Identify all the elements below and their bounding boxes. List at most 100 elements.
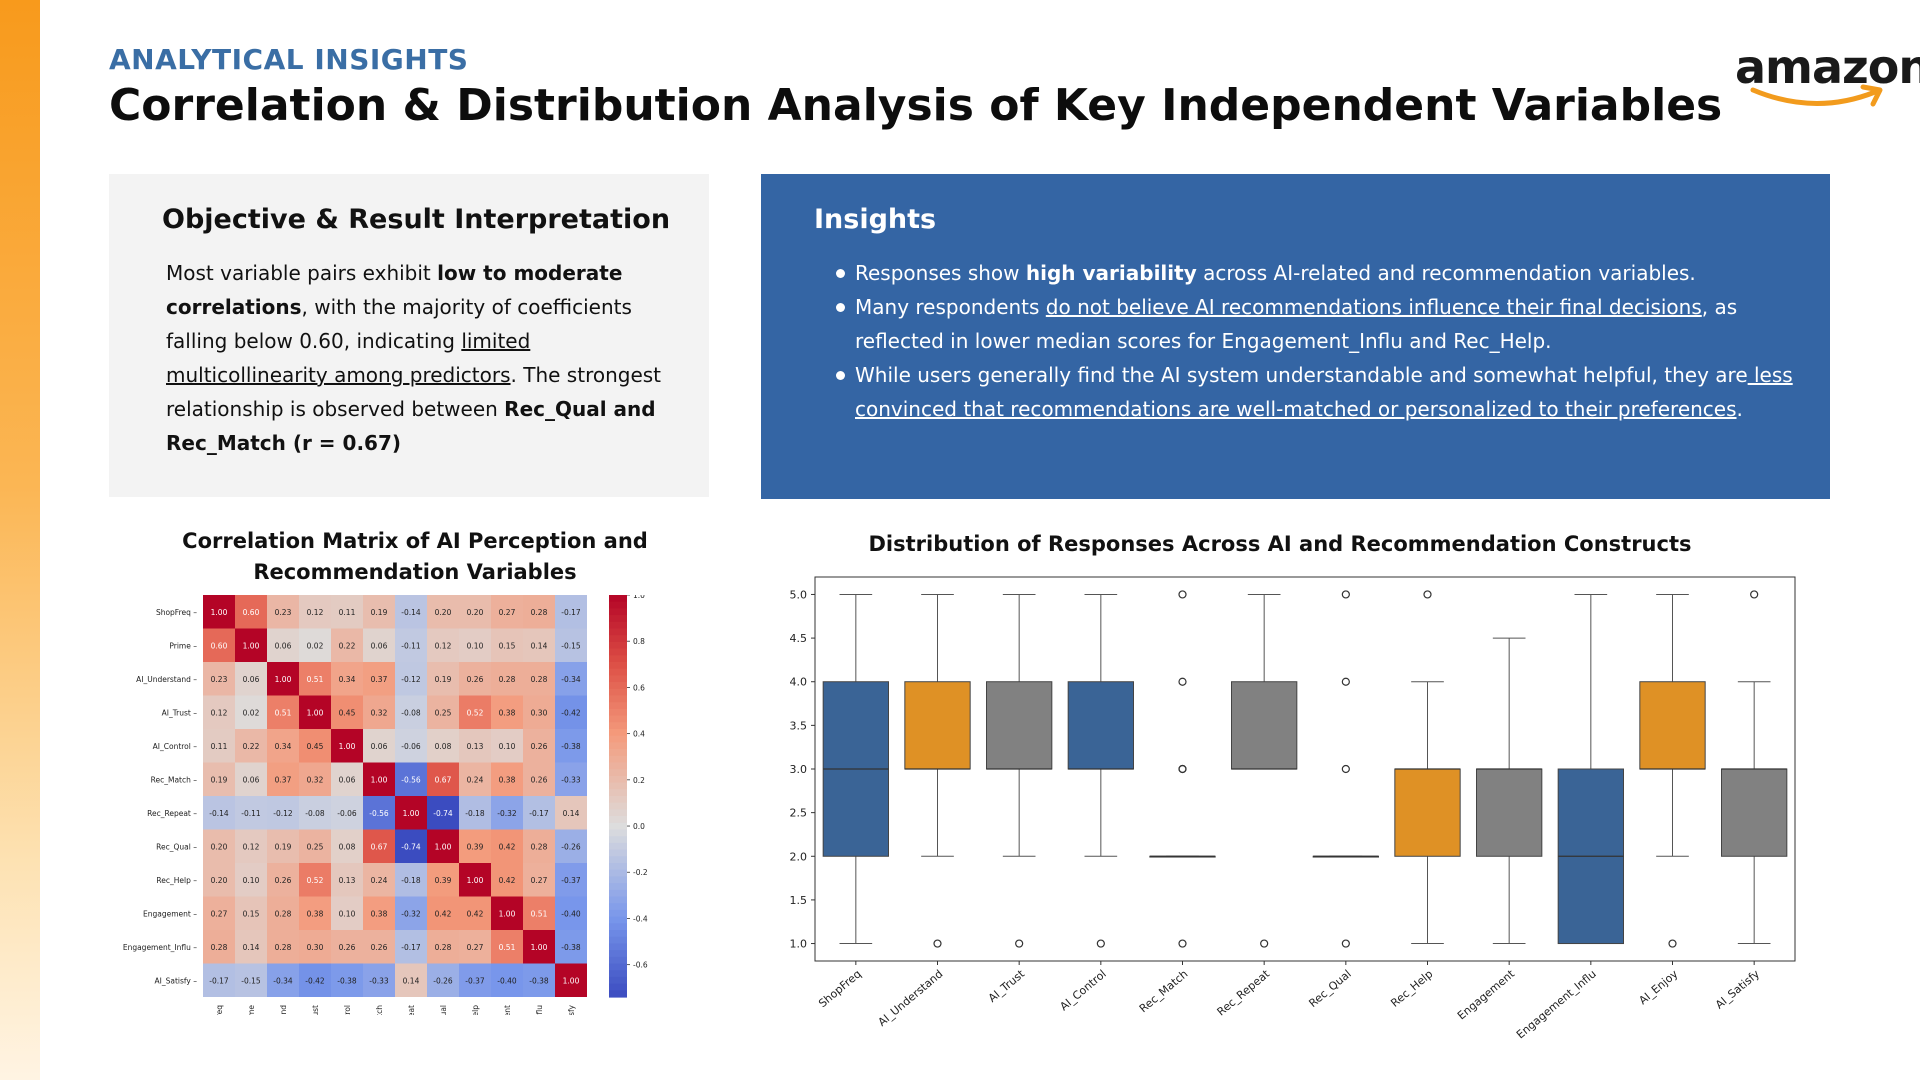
x-tick-label: AI_Enjoy — [1636, 967, 1680, 1007]
box-outlier — [1341, 939, 1350, 948]
heatmap-cell — [363, 963, 395, 997]
heatmap-cell-label: 0.52 — [307, 876, 324, 885]
heatmap-cell-label: 0.28 — [435, 943, 452, 952]
heatmap-row-label: AI_Control – — [153, 742, 198, 751]
heatmap-cell-label: 1.00 — [499, 909, 516, 918]
accent-bar — [0, 0, 40, 1080]
heatmap-cell-label: 0.25 — [435, 708, 452, 717]
box-outlier — [1668, 939, 1677, 948]
heatmap-cell — [491, 896, 523, 930]
heatmap-cell — [491, 695, 523, 729]
amazon-logo: amazon — [1735, 40, 1920, 110]
heatmap-cell — [395, 595, 427, 629]
heatmap-cell-label: -0.17 — [401, 943, 421, 952]
colorbar-segment — [609, 809, 627, 817]
heatmap-cell-label: 1.00 — [563, 976, 580, 985]
heatmap-cell — [299, 595, 331, 629]
heatmap-cell-label: 0.34 — [339, 675, 356, 684]
heatmap-cell — [363, 796, 395, 830]
colorbar-segment — [609, 708, 627, 717]
heatmap-cell-label: 0.23 — [275, 608, 292, 617]
distribution-boxplot: 1.0 1.5 2.0 2.5 3.0 3.5 4.0 4.5 5.0 ShopFreq AI_Un… — [790, 576, 1796, 1041]
box-outlier — [1423, 590, 1432, 599]
heatmap-cell-label: -0.14 — [209, 809, 229, 818]
heatmap-row-label: Engagement_Influ – — [123, 943, 197, 952]
box-body — [1476, 768, 1543, 857]
heatmap-cell-label: -0.38 — [561, 943, 581, 952]
heatmap-cell-label: 1.00 — [307, 708, 324, 717]
heatmap-cell — [555, 930, 587, 964]
heatmap-cell-label: 0.08 — [339, 842, 356, 851]
heatmap-cell — [523, 796, 555, 830]
heatmap-cell — [523, 595, 555, 629]
heatmap-cell-label: 0.06 — [371, 742, 388, 751]
heatmap-cell-label: 0.20 — [211, 876, 228, 885]
colorbar-segment — [609, 615, 627, 623]
box-outlier — [933, 939, 942, 948]
heatmap-cell-label: 0.27 — [211, 909, 228, 918]
box-outlier — [1341, 764, 1350, 774]
colorbar-tick-label: 0.2 — [633, 776, 645, 785]
box-outlier — [1178, 590, 1187, 599]
heatmap-cell — [299, 863, 331, 897]
colorbar-segment — [609, 976, 627, 985]
heatmap-cell-label: -0.12 — [401, 675, 421, 684]
heatmap-cell-label: 0.67 — [371, 842, 388, 851]
heatmap-cell — [459, 896, 491, 930]
heatmap-cell-label: -0.37 — [465, 976, 485, 985]
heatmap-cell — [555, 628, 587, 662]
colorbar-segment — [609, 883, 627, 891]
insight-item: Responses show high variability across A… — [836, 256, 1815, 290]
heatmap-cell-label: 0.38 — [307, 909, 324, 918]
objective-text-part: , with the majority of coefficients fall… — [166, 295, 632, 353]
heatmap-cell-label: 0.12 — [307, 608, 324, 617]
heatmap-cell-label: -0.42 — [305, 976, 325, 985]
heatmap-cell — [203, 829, 235, 863]
heatmap-cell — [459, 930, 491, 964]
box-body — [1231, 681, 1298, 770]
heatmap-cell-label: 0.14 — [243, 943, 260, 952]
heatmap-cell — [395, 896, 427, 930]
heatmap-cell-label: -0.74 — [433, 809, 453, 818]
heatmap-cell — [555, 796, 587, 830]
heatmap-cell-label: -0.33 — [369, 976, 389, 985]
insight-item: Many respondents do not believe AI recom… — [836, 290, 1815, 358]
colorbar-segment — [609, 983, 627, 991]
heatmap-cell — [235, 863, 267, 897]
heatmap-cell — [203, 662, 235, 696]
colorbar-segment — [609, 849, 627, 857]
heatmap-cell-label: -0.38 — [561, 742, 581, 751]
heatmap-cell — [427, 595, 459, 629]
heatmap-cell-label: -0.11 — [401, 641, 421, 650]
colorbar-tick-label: -0.2 — [633, 868, 648, 877]
heatmap-cell — [267, 628, 299, 662]
heatmap-cell-label: -0.74 — [401, 842, 421, 851]
heatmap-cell — [363, 930, 395, 964]
heatmap-cell-label: -0.38 — [337, 976, 357, 985]
heatmap-row-label: AI_Satisfy – — [155, 976, 198, 985]
heatmap-cell — [427, 662, 459, 696]
insight-text: . — [1736, 397, 1743, 421]
heatmap-cell — [267, 796, 299, 830]
colorbar-segment — [609, 601, 627, 609]
colorbar-segment — [609, 722, 627, 730]
heatmap-cell-label: 0.06 — [243, 775, 260, 784]
heatmap-cell — [331, 595, 363, 629]
correlation-heatmap: ShopFreq – ShopFreq Prime – Prime AI_Underst… — [123, 595, 648, 1015]
heatmap-cell-label: 0.12 — [243, 842, 260, 851]
heatmap-cell — [459, 695, 491, 729]
heatmap-cell — [523, 662, 555, 696]
heatmap-cell — [363, 662, 395, 696]
heatmap-cell — [299, 695, 331, 729]
heatmap-cell-label: 0.02 — [307, 641, 324, 650]
colorbar-segment — [609, 715, 627, 723]
heatmap-cell — [427, 762, 459, 796]
heatmap-cell-label: 0.51 — [275, 708, 292, 717]
insight-text-underline: less convinced that recommendations are … — [855, 363, 1793, 421]
heatmap-cell-label: 0.32 — [307, 775, 324, 784]
heatmap-cell-label: 0.06 — [275, 641, 292, 650]
colorbar-tick-label: 1.0 — [633, 595, 645, 600]
heatmap-cell-label: 0.19 — [371, 608, 388, 617]
heatmap-cell-label: 0.67 — [435, 775, 452, 784]
heatmap-cell-label: 1.00 — [371, 775, 388, 784]
